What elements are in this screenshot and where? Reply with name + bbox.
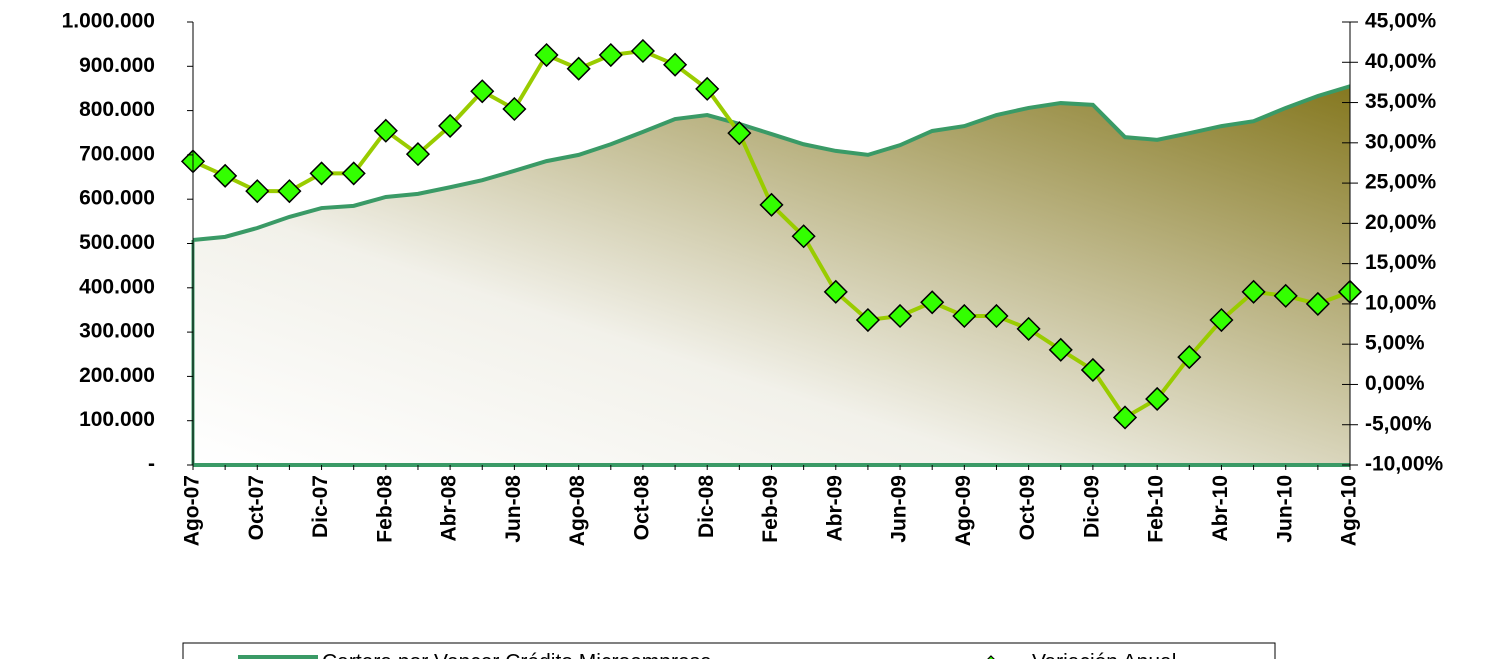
x-tick-label: Oct-07 xyxy=(245,475,268,540)
x-tick-label: Ago-09 xyxy=(952,475,975,546)
y2-tick-label: 0,00% xyxy=(1365,372,1425,395)
y-tick-label: 900.000 xyxy=(79,54,155,77)
x-tick-label: Oct-09 xyxy=(1016,475,1039,540)
x-tick-label: Dic-09 xyxy=(1080,475,1103,538)
legend-swatch-area xyxy=(238,655,318,659)
diamond-marker xyxy=(534,42,559,68)
y-tick-label: 600.000 xyxy=(79,187,155,210)
diamond-marker xyxy=(1209,307,1234,333)
diamond-marker xyxy=(309,161,334,186)
diamond-marker xyxy=(663,52,688,77)
legend-marker xyxy=(987,655,995,659)
y-tick-label: 700.000 xyxy=(79,142,155,165)
x-tick-label: Feb-09 xyxy=(759,475,782,543)
diamond-marker xyxy=(245,179,270,204)
diamond-marker xyxy=(1177,345,1202,370)
y2-tick-label: 40,00% xyxy=(1365,50,1437,73)
y2-tick-label: 20,00% xyxy=(1365,211,1437,234)
x-tick-label: Jun-09 xyxy=(888,475,911,543)
y2-tick-label: 35,00% xyxy=(1365,90,1437,113)
y2-tick-label: -10,00% xyxy=(1365,453,1444,476)
legend-box xyxy=(182,642,1276,659)
y-tick-label: 300.000 xyxy=(79,320,155,343)
diamond-marker xyxy=(1273,283,1298,308)
x-tick-label: Ago-07 xyxy=(181,475,204,546)
area-fill xyxy=(193,86,1350,466)
diamond-marker xyxy=(920,290,945,315)
diamond-marker xyxy=(1016,316,1041,341)
diamond-marker xyxy=(566,56,591,81)
x-tick-label: Dic-07 xyxy=(309,475,332,538)
area-line xyxy=(192,84,1351,242)
diamond-marker xyxy=(341,161,366,186)
x-tick-label: Abr-10 xyxy=(1209,475,1232,542)
diamond-marker xyxy=(759,192,784,217)
diamond-marker xyxy=(727,121,752,146)
diamond-marker xyxy=(598,42,623,68)
y2-tick-label: 25,00% xyxy=(1365,171,1437,194)
x-tick-label: Dic-08 xyxy=(695,475,718,538)
diamond-marker xyxy=(695,76,720,101)
diamond-marker xyxy=(277,179,302,204)
diamond-marker xyxy=(984,303,1009,329)
y2-tick-label: 10,00% xyxy=(1365,291,1437,314)
x-tick-label: Feb-10 xyxy=(1145,475,1168,543)
diamond-marker xyxy=(630,38,656,64)
diamond-marker xyxy=(1112,405,1138,430)
diamond-marker xyxy=(502,96,527,122)
diamond-marker xyxy=(791,224,816,249)
diamond-marker xyxy=(1241,279,1266,304)
x-tick-label: Oct-08 xyxy=(630,475,653,541)
legend-label: Variación Anual xyxy=(1032,651,1176,659)
diamond-marker xyxy=(438,113,463,138)
y-tick-label: 500.000 xyxy=(79,231,155,254)
x-tick-label: Ago-08 xyxy=(566,475,589,546)
diamond-marker xyxy=(823,279,848,304)
diamond-marker xyxy=(1305,291,1330,316)
x-tick-label: Feb-08 xyxy=(373,475,396,543)
y-tick-label: 800.000 xyxy=(79,98,155,121)
diamond-marker xyxy=(213,163,238,188)
diamond-marker xyxy=(373,118,398,143)
diamond-marker xyxy=(405,142,431,167)
y2-tick-label: 45,00% xyxy=(1365,10,1437,33)
diamond-marker xyxy=(1080,357,1105,383)
diamond-marker xyxy=(887,303,913,329)
diamond-marker xyxy=(1048,337,1073,362)
x-tick-label: Abr-08 xyxy=(438,475,461,542)
y-tick-label: 100.000 xyxy=(79,408,155,431)
x-tick-label: Jun-08 xyxy=(502,475,525,543)
legend-label: Cartera por Vencer Crédito Microempresa xyxy=(322,651,712,659)
y2-tick-label: -5,00% xyxy=(1365,412,1432,435)
y-tick-label: 200.000 xyxy=(79,364,155,387)
diamond-marker xyxy=(952,303,977,329)
x-tick-label: Abr-09 xyxy=(823,475,846,542)
y2-tick-label: 15,00% xyxy=(1365,251,1437,274)
y-tick-label: 400.000 xyxy=(79,275,155,298)
y2-tick-label: 5,00% xyxy=(1365,332,1425,355)
y-tick-label: - xyxy=(148,453,155,476)
y-tick-label: 1.000.000 xyxy=(62,10,155,33)
diamond-marker xyxy=(855,307,880,333)
x-tick-label: Ago-10 xyxy=(1338,475,1361,546)
diamond-marker xyxy=(470,79,495,104)
diamond-marker xyxy=(1145,386,1170,412)
x-tick-label: Jun-10 xyxy=(1273,475,1296,543)
y2-tick-label: 30,00% xyxy=(1365,130,1437,153)
